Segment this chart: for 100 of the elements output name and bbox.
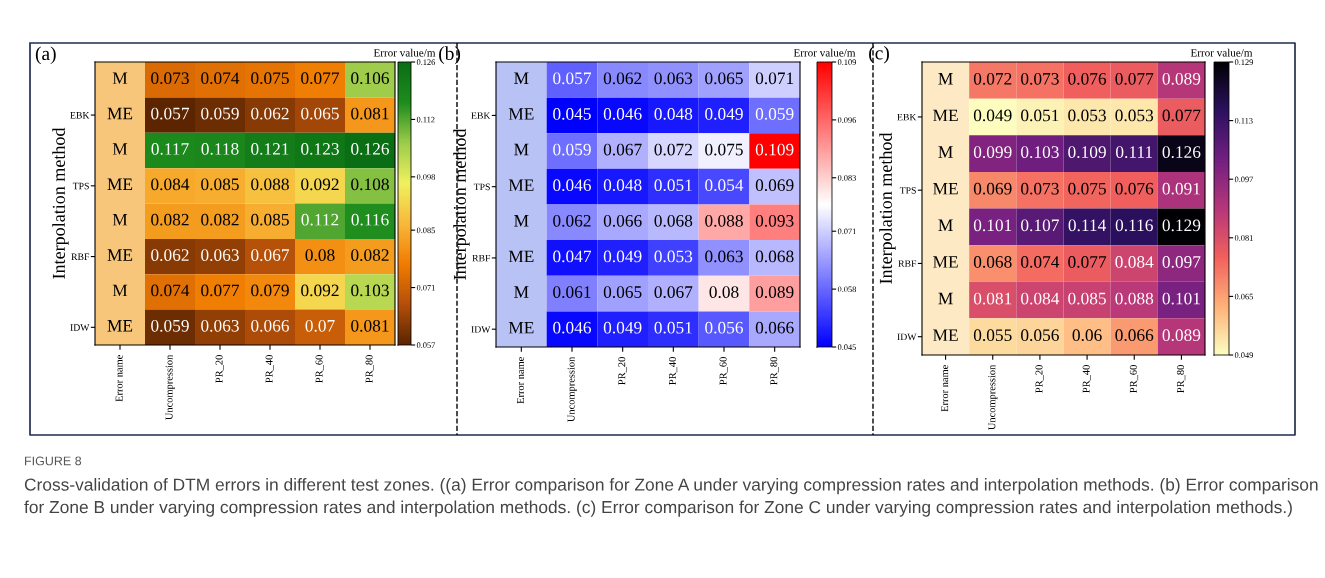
chart-title: (b) — [439, 46, 461, 64]
data-label: 0.066 — [251, 319, 290, 332]
data-label: 0.066 — [755, 321, 794, 334]
x-tick-label: PR_20 — [215, 355, 224, 383]
x-tick-label: Error name — [941, 365, 949, 412]
data-label: 0.077 — [1068, 256, 1107, 268]
x-tick-label: PR_60 — [719, 357, 728, 385]
data-label: 0.099 — [973, 146, 1012, 158]
data-label: 0.126 — [351, 143, 390, 155]
data-label: 0.071 — [755, 72, 794, 85]
data-label: 0.055 — [973, 329, 1012, 342]
data-label: 0.116 — [351, 213, 389, 226]
data-label: 0.08 — [305, 249, 335, 261]
data-label: 0.056 — [705, 321, 744, 334]
data-label: 0.059 — [201, 107, 239, 120]
color-bar-label: 0.058 — [837, 286, 856, 293]
text: ME — [933, 256, 958, 268]
text: M — [514, 215, 529, 227]
data-label: 0.069 — [973, 182, 1012, 195]
data-label: 0.063 — [201, 249, 239, 261]
chart-title: (c) — [869, 45, 889, 64]
y-tick-label: TPS — [473, 183, 490, 191]
data-label: 0.097 — [1162, 256, 1201, 268]
x-tick-label: Error name — [517, 357, 524, 404]
caption: FIGURE 8 — [25, 456, 82, 466]
data-label: 0.053 — [1115, 109, 1154, 122]
y-tick-label: EBK — [471, 112, 491, 119]
data-label: 0.101 — [1162, 292, 1200, 305]
data-label: 0.073 — [151, 72, 189, 85]
color-bar-label: 0.112 — [416, 116, 435, 123]
data-label: 0.081 — [351, 107, 389, 120]
data-label: 0.068 — [755, 250, 794, 263]
data-label: 0.084 — [151, 178, 190, 191]
text: ME — [508, 108, 534, 120]
data-label: 0.081 — [351, 319, 389, 332]
x-tick-label: PR_40 — [1082, 365, 1091, 393]
text: M — [112, 72, 128, 84]
data-label: 0.049 — [973, 109, 1012, 122]
text: ME — [508, 250, 534, 263]
data-label: 0.065 — [603, 286, 642, 298]
color-bar-label: 0.057 — [416, 342, 436, 349]
y-tick-label: RBF — [472, 254, 491, 262]
data-label: 0.056 — [1021, 329, 1059, 342]
data-label: 0.066 — [603, 214, 642, 227]
data-label: 0.088 — [1115, 292, 1154, 305]
x-tick-label: Error name — [115, 355, 123, 402]
y-axis-title: Interpolation method — [453, 128, 470, 280]
y-axis-title: Interpolation method — [52, 127, 69, 279]
data-label: 0.062 — [251, 107, 289, 120]
data-label: 0.065 — [705, 72, 743, 85]
data-label: 0.067 — [603, 143, 642, 156]
color-bar-title: Error value/m — [1190, 48, 1253, 57]
data-label: 0.092 — [301, 284, 339, 297]
text: ME — [107, 178, 133, 190]
color-bar-label: 0.071 — [837, 228, 856, 235]
data-label: 0.082 — [151, 213, 189, 226]
data-label: 0.103 — [1021, 146, 1059, 158]
data-label: 0.109 — [1068, 146, 1106, 158]
data-label: 0.063 — [705, 250, 743, 263]
color-bar-label: 0.097 — [1234, 176, 1254, 183]
data-label: 0.067 — [251, 249, 290, 261]
y-tick-label: IDW — [70, 324, 90, 331]
color-bar-label: 0.098 — [416, 174, 435, 180]
y-tick-label: EBK — [897, 113, 917, 121]
text: ME — [107, 107, 133, 120]
data-label: 0.118 — [201, 143, 239, 155]
x-tick-label: Uncompression — [567, 356, 577, 422]
color-bar-label: 0.113 — [1234, 117, 1253, 124]
data-label: 0.089 — [755, 286, 794, 298]
data-label: 0.089 — [1162, 329, 1201, 342]
y-tick-label: RBF — [898, 260, 917, 267]
data-label: 0.062 — [553, 214, 591, 227]
text: M — [514, 143, 529, 156]
data-label: 0.059 — [553, 143, 591, 156]
data-label: 0.049 — [705, 108, 743, 120]
color-bar-title: Error value/m — [373, 48, 436, 57]
data-label: 0.062 — [603, 72, 642, 85]
data-label: 0.051 — [654, 321, 692, 334]
text: M — [112, 143, 128, 155]
text: ME — [508, 321, 534, 334]
data-label: 0.053 — [1068, 109, 1106, 122]
data-label: 0.049 — [603, 321, 642, 334]
color-bar-title: Error value/m — [793, 48, 856, 57]
data-label: 0.084 — [1115, 256, 1154, 268]
data-label: 0.126 — [1162, 146, 1201, 158]
data-label: 0.072 — [654, 143, 692, 156]
data-label: 0.085 — [201, 178, 239, 191]
data-label: 0.114 — [1068, 219, 1107, 232]
data-label: 0.089 — [1162, 72, 1201, 85]
data-label: 0.06 — [1072, 329, 1102, 342]
color-bar-label: 0.109 — [837, 59, 856, 66]
data-label: 0.088 — [251, 178, 289, 191]
text: M — [112, 213, 128, 226]
data-label: 0.079 — [251, 284, 289, 297]
data-label: 0.111 — [1116, 146, 1153, 158]
color-bar-label: 0.129 — [1234, 59, 1253, 66]
text: M — [938, 146, 953, 158]
y-tick-label: EBK — [70, 112, 90, 119]
color-bar-label: 0.126 — [416, 59, 436, 66]
text: ME — [933, 329, 958, 341]
